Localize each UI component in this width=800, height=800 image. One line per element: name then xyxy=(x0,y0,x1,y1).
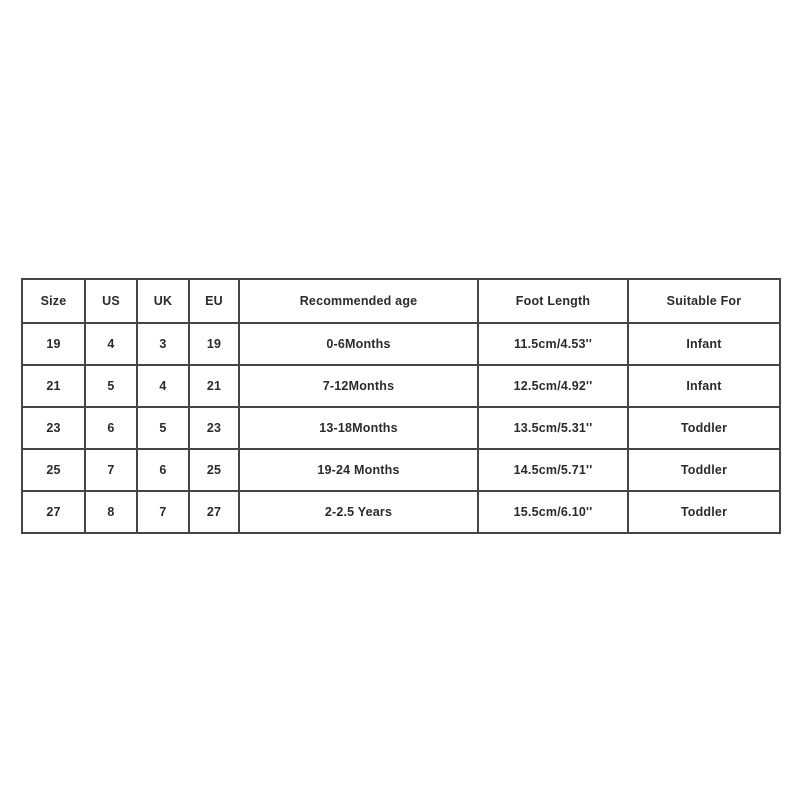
cell-age: 0-6Months xyxy=(238,322,479,366)
column-header-us: US xyxy=(84,278,138,324)
cell-us: 4 xyxy=(84,322,138,366)
cell-us: 6 xyxy=(84,406,138,450)
cell-foot-length: 11.5cm/4.53'' xyxy=(477,322,629,366)
cell-size: 23 xyxy=(21,406,86,450)
cell-foot-length: 12.5cm/4.92'' xyxy=(477,364,629,408)
cell-uk: 4 xyxy=(136,364,190,408)
cell-suitable-for: Infant xyxy=(627,364,781,408)
cell-suitable-for: Toddler xyxy=(627,448,781,492)
cell-size: 27 xyxy=(21,490,86,534)
cell-eu: 23 xyxy=(188,406,240,450)
cell-eu: 21 xyxy=(188,364,240,408)
cell-foot-length: 15.5cm/6.10'' xyxy=(477,490,629,534)
cell-uk: 5 xyxy=(136,406,190,450)
cell-suitable-for: Infant xyxy=(627,322,781,366)
cell-uk: 6 xyxy=(136,448,190,492)
cell-suitable-for: Toddler xyxy=(627,490,781,534)
cell-foot-length: 14.5cm/5.71'' xyxy=(477,448,629,492)
cell-size: 21 xyxy=(21,364,86,408)
cell-age: 2-2.5 Years xyxy=(238,490,479,534)
cell-eu: 25 xyxy=(188,448,240,492)
cell-eu: 19 xyxy=(188,322,240,366)
table-row: 25 7 6 25 19-24 Months 14.5cm/5.71'' Tod… xyxy=(21,448,781,492)
cell-uk: 3 xyxy=(136,322,190,366)
cell-age: 13-18Months xyxy=(238,406,479,450)
table-row: 27 8 7 27 2-2.5 Years 15.5cm/6.10'' Todd… xyxy=(21,490,781,534)
cell-size: 19 xyxy=(21,322,86,366)
table-header-row: Size US UK EU Recommended age Foot Lengt… xyxy=(21,278,781,324)
column-header-suitable-for: Suitable For xyxy=(627,278,781,324)
column-header-recommended-age: Recommended age xyxy=(238,278,479,324)
cell-suitable-for: Toddler xyxy=(627,406,781,450)
cell-us: 8 xyxy=(84,490,138,534)
table-row: 23 6 5 23 13-18Months 13.5cm/5.31'' Todd… xyxy=(21,406,781,450)
size-chart-container: Size US UK EU Recommended age Foot Lengt… xyxy=(21,278,781,534)
cell-us: 5 xyxy=(84,364,138,408)
cell-age: 7-12Months xyxy=(238,364,479,408)
column-header-size: Size xyxy=(21,278,86,324)
cell-age: 19-24 Months xyxy=(238,448,479,492)
column-header-uk: UK xyxy=(136,278,190,324)
cell-uk: 7 xyxy=(136,490,190,534)
cell-us: 7 xyxy=(84,448,138,492)
cell-eu: 27 xyxy=(188,490,240,534)
size-chart-table: Size US UK EU Recommended age Foot Lengt… xyxy=(21,278,781,534)
cell-foot-length: 13.5cm/5.31'' xyxy=(477,406,629,450)
column-header-foot-length: Foot Length xyxy=(477,278,629,324)
table-row: 19 4 3 19 0-6Months 11.5cm/4.53'' Infant xyxy=(21,322,781,366)
column-header-eu: EU xyxy=(188,278,240,324)
cell-size: 25 xyxy=(21,448,86,492)
table-row: 21 5 4 21 7-12Months 12.5cm/4.92'' Infan… xyxy=(21,364,781,408)
